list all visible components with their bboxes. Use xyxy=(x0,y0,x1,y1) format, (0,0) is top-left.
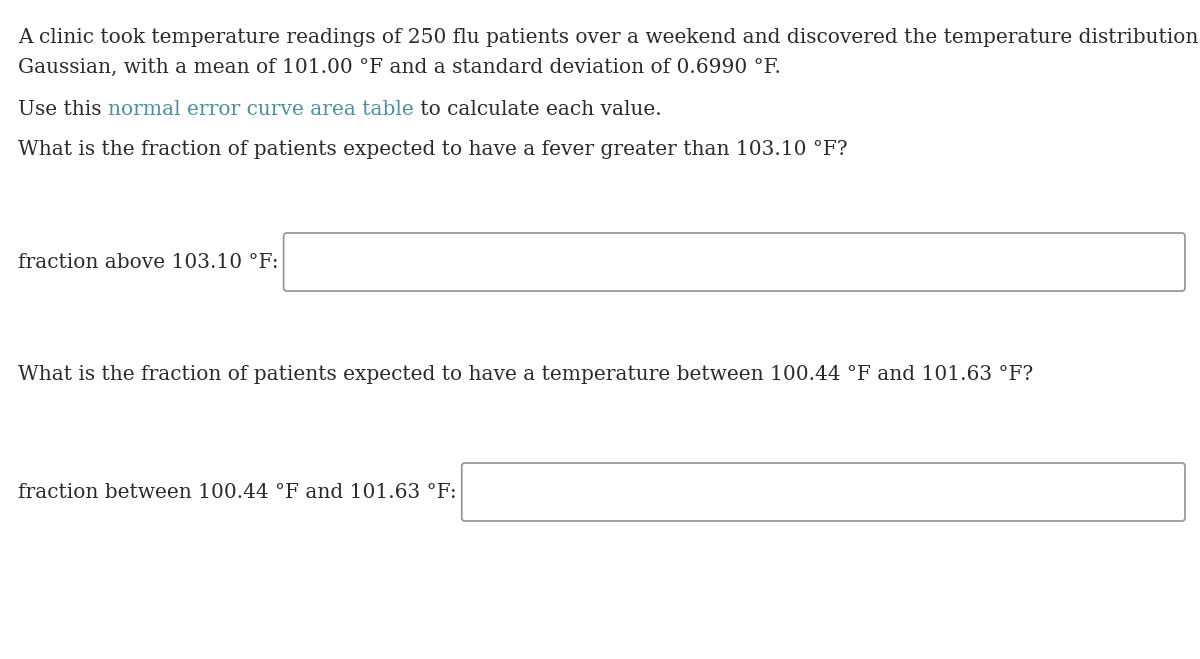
Text: normal error curve area table: normal error curve area table xyxy=(108,100,414,119)
Text: What is the fraction of patients expected to have a temperature between 100.44 °: What is the fraction of patients expecte… xyxy=(18,365,1033,384)
Text: A clinic took temperature readings of 250 flu patients over a weekend and discov: A clinic took temperature readings of 25… xyxy=(18,28,1200,47)
Text: Gaussian, with a mean of 101.00 °F and a standard deviation of 0.6990 °F.: Gaussian, with a mean of 101.00 °F and a… xyxy=(18,58,781,77)
FancyBboxPatch shape xyxy=(283,233,1186,291)
Text: fraction above 103.10 °F:: fraction above 103.10 °F: xyxy=(18,252,278,272)
Text: fraction between 100.44 °F and 101.63 °F:: fraction between 100.44 °F and 101.63 °F… xyxy=(18,482,457,501)
Text: Use this: Use this xyxy=(18,100,108,119)
Text: to calculate each value.: to calculate each value. xyxy=(414,100,661,119)
Text: What is the fraction of patients expected to have a fever greater than 103.10 °F: What is the fraction of patients expecte… xyxy=(18,140,847,159)
FancyBboxPatch shape xyxy=(462,463,1186,521)
